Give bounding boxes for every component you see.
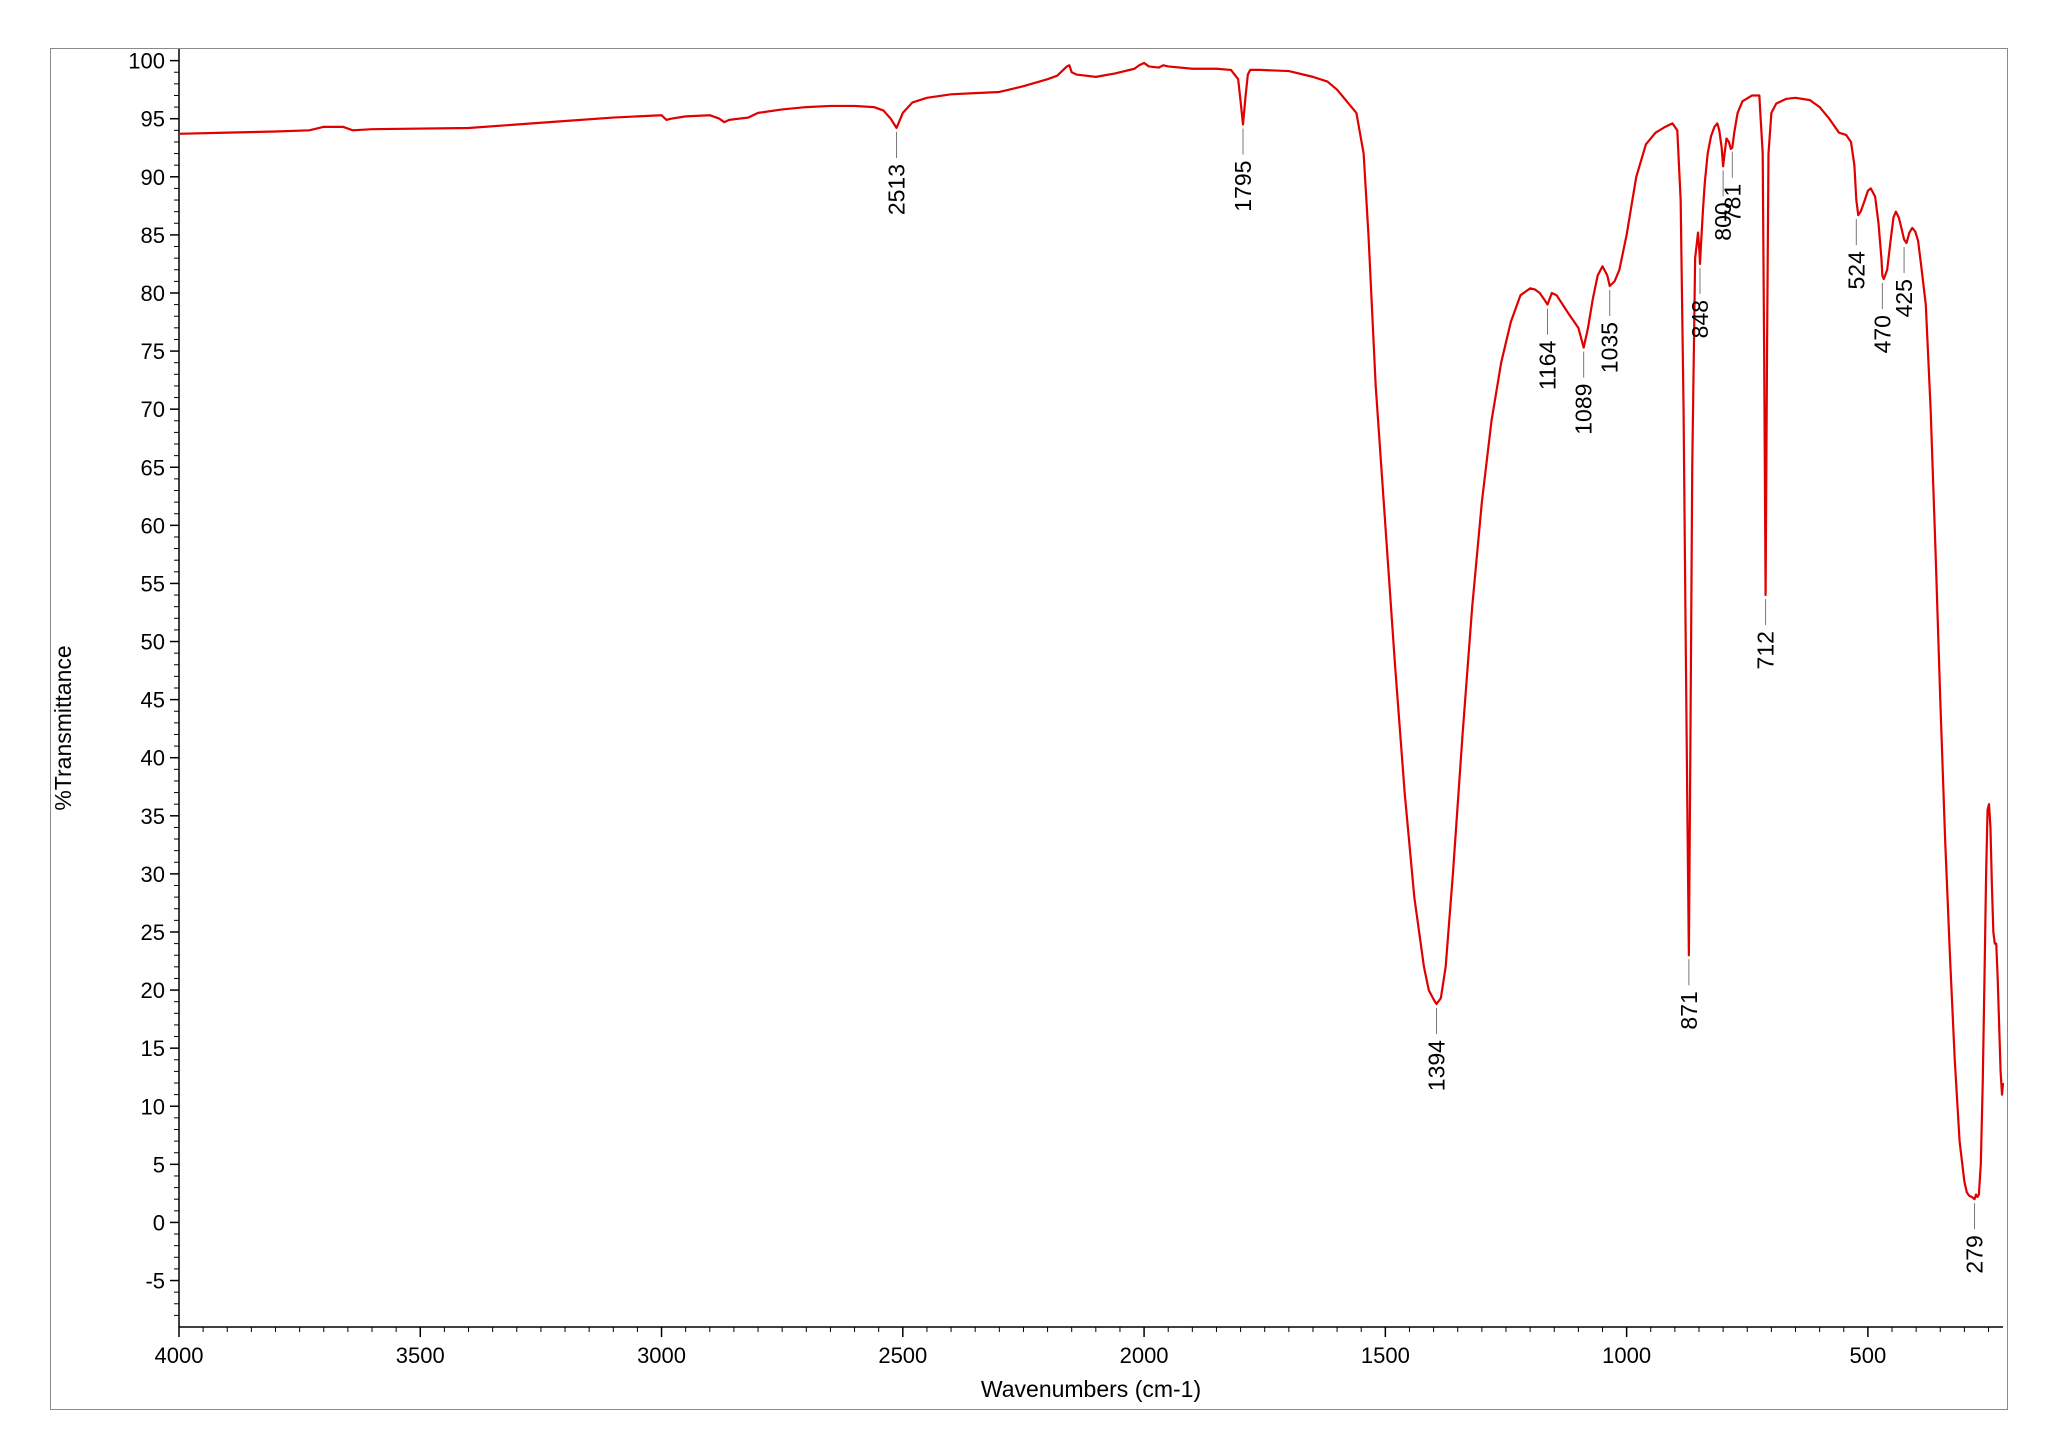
x-tick-label: 1500 — [1361, 1343, 1410, 1368]
peak-label: 1394 — [1423, 1040, 1449, 1091]
x-axis: 4000 3500 3000 2500 2000 1500 1000 500 — [155, 1327, 1990, 1368]
peak-label: 524 — [1843, 251, 1869, 290]
y-tick-label: 20 — [141, 978, 165, 1003]
x-axis-title: Wavenumbers (cm-1) — [981, 1376, 1201, 1402]
y-tick-label: 10 — [141, 1094, 165, 1119]
series-layer — [178, 61, 2005, 1201]
y-tick-label: 50 — [141, 630, 165, 655]
x-tick-label: 4000 — [155, 1343, 204, 1368]
spectrum-figure: 4000 3500 3000 2500 2000 1500 1000 500 -5 0 5 10 15… — [50, 48, 2008, 1410]
y-tick-label: 0 — [153, 1210, 165, 1235]
peak-label: 425 — [1891, 279, 1917, 317]
x-tick-label: 3000 — [637, 1343, 686, 1368]
y-tick-label: 55 — [141, 571, 165, 596]
y-tick-label: -5 — [145, 1269, 165, 1294]
y-tick-label: 5 — [153, 1152, 165, 1177]
y-tick-label: 30 — [141, 862, 165, 887]
peak-label: 1089 — [1571, 384, 1597, 435]
peak-label: 1035 — [1597, 322, 1623, 373]
x-tick-label: 1000 — [1602, 1343, 1651, 1368]
x-tick-label: 500 — [1850, 1343, 1887, 1368]
peak-label: 781 — [1719, 184, 1745, 222]
y-tick-label: 95 — [141, 107, 165, 132]
x-tick-label: 3500 — [396, 1343, 445, 1368]
y-tick-label: 90 — [141, 165, 165, 190]
y-axis-title: %Transmittance — [51, 645, 76, 810]
y-tick-label: 75 — [141, 339, 165, 364]
peak-label: 871 — [1676, 991, 1702, 1029]
y-tick-label: 85 — [141, 223, 165, 248]
peak-label: 712 — [1753, 631, 1779, 669]
y-axis: -5 0 5 10 15 20 25 30 35 40 45 50 55 60 65 70 75 80 85 90 95… — [128, 49, 179, 1316]
peak-label: 470 — [1869, 315, 1895, 353]
ir-spectrum-chart: 4000 3500 3000 2500 2000 1500 1000 500 -5 0 5 10 15… — [51, 49, 2005, 1402]
y-tick-label: 60 — [141, 513, 165, 538]
peak-label: 1164 — [1534, 340, 1560, 390]
y-tick-label: 80 — [141, 281, 165, 306]
peak-label: 2513 — [884, 164, 910, 215]
y-tick-label: 70 — [141, 397, 165, 422]
peak-label: 1795 — [1230, 161, 1256, 212]
y-tick-label: 15 — [141, 1036, 165, 1061]
y-tick-label: 45 — [141, 688, 165, 713]
peak-label: 800 — [1710, 202, 1736, 240]
x-tick-label: 2500 — [878, 1343, 927, 1368]
peak-label: 848 — [1687, 300, 1713, 338]
peak-label: 279 — [1962, 1235, 1988, 1273]
y-tick-label: 35 — [141, 804, 165, 829]
spectrum-series-line — [178, 61, 2005, 1201]
x-tick-label: 2000 — [1120, 1343, 1169, 1368]
y-tick-label: 40 — [141, 746, 165, 771]
y-tick-label: 65 — [141, 455, 165, 480]
y-tick-label: 25 — [141, 920, 165, 945]
y-tick-label: 100 — [128, 49, 165, 74]
